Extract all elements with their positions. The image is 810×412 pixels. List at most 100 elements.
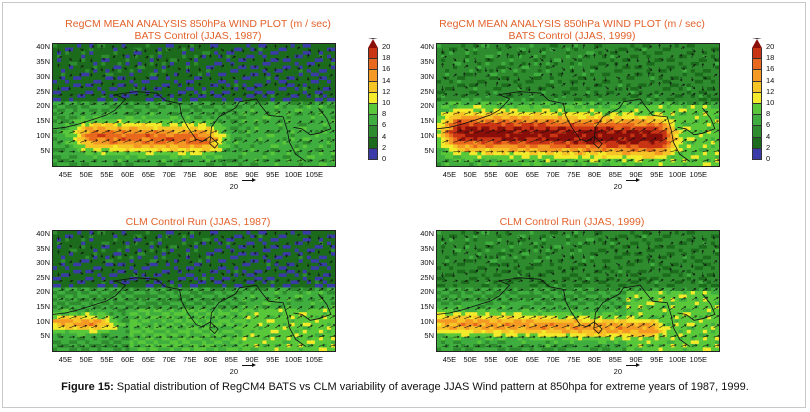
speed-cell: [310, 162, 316, 166]
speed-cell: [254, 58, 260, 63]
speed-cell: [541, 83, 547, 88]
speed-cell: [501, 51, 507, 56]
speed-cell: [113, 144, 119, 149]
speed-cell: [326, 94, 332, 99]
speed-cell: [326, 140, 332, 146]
speed-cell: [706, 119, 712, 124]
speed-cell: [501, 97, 507, 103]
speed-cell: [694, 76, 700, 81]
speed-cell: [710, 119, 716, 124]
speed-cell: [501, 126, 507, 131]
speed-cell: [194, 148, 199, 153]
speed-cell: [173, 44, 179, 49]
speed-cell: [101, 79, 106, 85]
speed-cell: [189, 83, 195, 88]
speed-cell: [210, 72, 215, 77]
speed-cell: [469, 130, 474, 135]
speed-cell: [322, 133, 328, 138]
speed-cell: [485, 94, 490, 99]
speed-cell: [194, 61, 199, 67]
wind-vector-head: [122, 53, 125, 57]
speed-cell: [565, 47, 571, 52]
speed-cell: [109, 108, 115, 113]
speed-cell: [101, 90, 106, 95]
speed-cell: [69, 119, 74, 124]
wind-vector: [177, 103, 183, 106]
speed-cell: [69, 47, 74, 52]
speed-cell: [101, 133, 106, 138]
speed-cell: [578, 97, 583, 103]
speed-cell: [642, 79, 648, 85]
speed-cell: [73, 151, 78, 156]
speed-cell: [169, 87, 175, 92]
speed-cell: [549, 126, 555, 131]
speed-cell: [306, 79, 312, 85]
speed-cell: [618, 47, 623, 52]
speed-cell: [278, 87, 284, 92]
speed-cell: [686, 47, 692, 52]
speed-cell: [586, 133, 591, 138]
wind-vector-head: [320, 139, 324, 142]
speed-cell: [461, 58, 466, 63]
speed-cell: [133, 90, 139, 95]
speed-cell: [230, 83, 235, 88]
speed-cell: [606, 65, 611, 70]
speed-cell: [254, 148, 260, 153]
speed-cell: [57, 90, 62, 95]
speed-cell: [610, 51, 615, 56]
speed-cell: [125, 126, 131, 131]
speed-cell: [149, 58, 155, 63]
speed-cell: [602, 65, 607, 70]
speed-cell: [242, 122, 247, 128]
speed-cell: [533, 105, 539, 110]
speed-cell: [322, 119, 328, 124]
wind-vector: [329, 86, 331, 90]
speed-cell: [590, 79, 595, 85]
speed-cell: [266, 76, 272, 81]
speed-cell: [153, 105, 159, 110]
speed-cell: [674, 58, 680, 63]
speed-cell: [169, 105, 175, 110]
speed-cell: [674, 87, 680, 92]
speed-cell: [541, 72, 547, 77]
speed-cell: [165, 87, 171, 92]
wind-vector-head: [156, 93, 160, 97]
speed-cell: [638, 58, 644, 63]
speed-cell: [513, 47, 519, 52]
wind-vector-head: [179, 93, 182, 97]
speed-cell: [246, 97, 251, 103]
wind-vector-head: [299, 159, 303, 162]
speed-cell: [226, 151, 231, 156]
speed-cell: [314, 133, 320, 138]
speed-cell: [682, 133, 688, 138]
speed-cell: [666, 115, 672, 120]
speed-cell: [117, 151, 123, 156]
speed-cell: [654, 126, 660, 131]
speed-cell: [73, 72, 78, 77]
speed-cell: [133, 133, 139, 138]
speed-cell: [210, 101, 215, 106]
speed-cell: [274, 155, 280, 160]
speed-cell: [81, 122, 86, 128]
speed-cell: [642, 130, 648, 135]
speed-cell: [181, 65, 187, 70]
wind-vector-head: [220, 78, 223, 82]
wind-vector-head: [244, 130, 248, 133]
speed-cell: [117, 69, 123, 74]
speed-cell: [113, 72, 119, 77]
speed-cell: [590, 72, 595, 77]
speed-cell: [505, 94, 511, 99]
speed-cell: [670, 83, 676, 88]
speed-cell: [477, 133, 482, 138]
speed-cell: [165, 51, 171, 56]
speed-cell: [266, 140, 272, 146]
speed-cell: [702, 58, 708, 63]
speed-cell: [274, 122, 280, 128]
speed-cell: [322, 69, 328, 74]
speed-cell: [53, 69, 58, 74]
speed-cell: [537, 44, 543, 49]
speed-cell: [121, 144, 127, 149]
speed-cell: [53, 133, 58, 138]
speed-cell: [85, 72, 90, 77]
speed-cell: [65, 79, 70, 85]
